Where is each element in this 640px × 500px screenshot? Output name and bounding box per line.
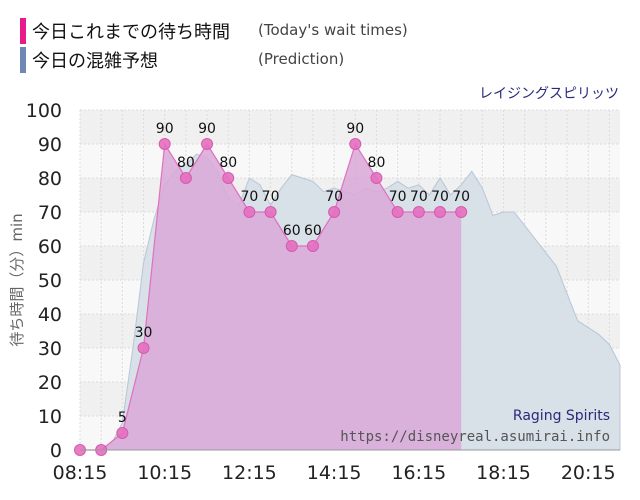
data-label: 70 — [452, 189, 470, 205]
actual-point — [158, 138, 171, 150]
actual-point — [328, 206, 341, 218]
data-label: 90 — [198, 121, 216, 137]
data-label: 30 — [135, 325, 153, 341]
x-tick-label: 12:15 — [222, 462, 277, 484]
legend-swatch-actual — [20, 18, 26, 44]
data-label: 90 — [156, 121, 174, 137]
watermark-url: https://disneyreal.asumirai.info — [340, 429, 610, 445]
x-tick-label: 16:15 — [391, 462, 446, 484]
y-tick-label: 50 — [38, 270, 62, 292]
legend-sub-actual: (Today's wait times) — [258, 21, 408, 39]
data-label: 60 — [304, 223, 322, 239]
actual-point — [137, 342, 150, 354]
actual-point — [349, 138, 362, 150]
actual-point — [201, 138, 214, 150]
actual-point — [285, 240, 298, 252]
legend-label-prediction: 今日の混雑予想 — [32, 51, 158, 72]
attraction-title: レイジングスピリッツ — [479, 86, 619, 102]
y-tick-label: 20 — [38, 372, 62, 394]
actual-point — [116, 427, 129, 439]
legend-swatch-prediction — [20, 47, 26, 73]
actual-point — [222, 172, 235, 184]
actual-point — [243, 206, 256, 218]
y-tick-label: 10 — [38, 406, 62, 428]
x-tick-label: 08:15 — [53, 462, 108, 484]
legend-item-actual: 今日これまでの待ち時間 — [20, 18, 230, 44]
data-label: 80 — [177, 155, 195, 171]
actual-point — [306, 240, 319, 252]
legend-item-prediction: 今日の混雑予想 — [20, 47, 158, 73]
actual-point — [179, 172, 192, 184]
data-label: 60 — [283, 223, 301, 239]
data-label: 80 — [368, 155, 386, 171]
actual-point — [455, 206, 468, 218]
y-tick-label: 0 — [50, 440, 62, 462]
y-tick-label: 100 — [26, 100, 62, 122]
data-label: 5 — [118, 410, 127, 426]
data-label: 70 — [325, 189, 343, 205]
data-label: 70 — [410, 189, 428, 205]
y-tick-label: 80 — [38, 168, 62, 190]
plot-band — [80, 110, 620, 144]
actual-point — [412, 206, 425, 218]
watermark-name: Raging Spirits — [513, 408, 610, 424]
y-tick-label: 70 — [38, 202, 62, 224]
data-label: 70 — [240, 189, 258, 205]
y-tick-label: 60 — [38, 236, 62, 258]
x-tick-label: 20:15 — [561, 462, 616, 484]
x-tick-label: 18:15 — [476, 462, 531, 484]
legend: 今日これまでの待ち時間 (Today's wait times) 今日の混雑予想… — [0, 0, 640, 80]
actual-point — [391, 206, 404, 218]
y-axis-title: 待ち時間（分）min — [8, 213, 26, 346]
actual-area — [80, 144, 462, 450]
y-tick-label: 40 — [38, 304, 62, 326]
y-tick-label: 90 — [38, 134, 62, 156]
data-label: 80 — [219, 155, 237, 171]
legend-sub-prediction: (Prediction) — [258, 50, 345, 68]
y-tick-label: 30 — [38, 338, 62, 360]
legend-label-actual: 今日これまでの待ち時間 — [32, 22, 230, 43]
data-label: 70 — [262, 189, 280, 205]
actual-point — [434, 206, 446, 218]
data-label: 70 — [389, 189, 407, 205]
data-label: 90 — [346, 121, 364, 137]
x-tick-label: 10:15 — [137, 462, 192, 484]
x-tick-label: 14:15 — [307, 462, 362, 484]
actual-point — [264, 206, 277, 218]
actual-point — [370, 172, 383, 184]
data-label: 70 — [431, 189, 449, 205]
